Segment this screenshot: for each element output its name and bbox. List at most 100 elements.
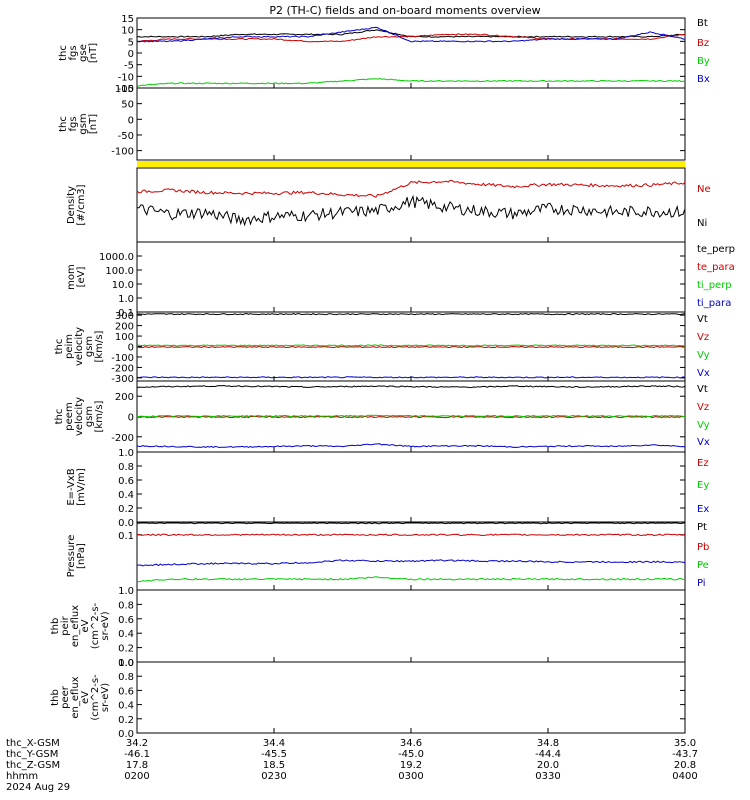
y-tick-label: 100 — [115, 84, 134, 95]
legend-ex: Ex — [697, 504, 709, 515]
x-tick-label: 34.8 — [537, 738, 559, 749]
y-axis-label: thb — [50, 618, 61, 635]
panel-frame — [136, 17, 686, 89]
y-axis-label: Density — [66, 186, 77, 224]
panel-peer-eflux: 1.0 0.8 0.6 0.4 0.2 0.0 thb peer en_eflux eV (cm^2… — [50, 658, 686, 740]
status-bar-yellow — [137, 161, 685, 167]
legend-vt: Vt — [697, 314, 708, 325]
y-tick-label: 0.0 — [118, 658, 134, 669]
legend-by: By — [697, 56, 710, 67]
x-tick-label: 20.0 — [537, 760, 559, 771]
y-axis-label: thc — [58, 116, 69, 132]
y-axis-label: mom — [66, 264, 77, 290]
y-axis-label: gsm — [78, 113, 89, 134]
legend-bt: Bt — [697, 18, 708, 29]
y-tick-label: -200 — [111, 433, 134, 444]
x-tick-label: 17.8 — [126, 760, 148, 771]
y-tick-label: 100 — [115, 332, 134, 343]
y-axis-label: fgs — [68, 45, 79, 60]
y-axis-label: [#/cm3] — [76, 184, 87, 225]
legend-ti_para: ti_para — [697, 298, 731, 309]
series-line-ne — [136, 179, 686, 198]
y-axis-label: [km/s] — [94, 400, 105, 432]
x-tick-label: -45.5 — [261, 749, 287, 760]
legend-ni: Ni — [697, 218, 707, 229]
series-line-vt — [136, 384, 686, 389]
y-tick-label: 15 — [121, 14, 134, 25]
x-tick-label: 34.2 — [126, 738, 148, 749]
y-axis-label: velocity — [74, 327, 85, 366]
series-line-vy — [136, 344, 686, 347]
panel-frame — [136, 241, 686, 313]
x-row-label-zgsm: thc_Z-GSM — [6, 760, 60, 771]
x-tick-label: 20.8 — [674, 760, 696, 771]
y-tick-label: 1000.0 — [99, 252, 134, 263]
legend-ez: Ez — [697, 458, 709, 469]
panel-efield: 1.0 0.8 0.6 0.4 0.2 0.0 E=-VxB [mV/m] Ez Ey Ex — [66, 448, 709, 529]
x-row-label-ygsm: thc_Y-GSM — [6, 749, 58, 760]
y-tick-label: 100.0 — [105, 266, 134, 277]
y-axis-label: [nT] — [88, 43, 99, 63]
y-tick-label: -100 — [111, 353, 134, 364]
x-tick-label: 0230 — [261, 771, 286, 782]
legend-vx: Vx — [697, 368, 710, 379]
legend-pe: Pe — [697, 560, 709, 571]
y-tick-label: 0.6 — [118, 476, 134, 487]
y-tick-label: 0 — [128, 343, 134, 354]
panel-mom-temp: 1000.0 100.0 10.0 1.0 0.1 mom [eV] te_perp te_pa… — [66, 241, 735, 319]
y-tick-label: 200 — [115, 392, 134, 403]
panel-frame — [136, 661, 686, 734]
legend-vy: Vy — [697, 350, 710, 361]
y-tick-label: 0.8 — [118, 462, 134, 473]
legend-te_perp: te_perp — [697, 244, 735, 255]
panel-peir-eflux: 1.0 0.8 0.6 0.4 0.2 0.0 thb peir en_eflux eV (cm^2… — [50, 586, 686, 669]
series-line-pt — [136, 522, 685, 525]
y-tick-label: 0.1 — [118, 308, 134, 319]
panel-pressure: 0.1 Pressure [nPa] Pt Pb Pe Pi — [66, 521, 709, 591]
plot-title: P2 (TH-C) fields and on-board moments ov… — [269, 4, 540, 17]
x-tick-label: 0200 — [124, 771, 149, 782]
panel-frame — [136, 167, 686, 243]
panel-frame — [136, 311, 686, 382]
y-tick-label: 1.0 — [118, 658, 134, 669]
y-tick-label: 0.4 — [118, 629, 134, 640]
legend-vy: Vy — [697, 420, 710, 431]
series-line-pb — [136, 533, 686, 537]
y-tick-label: 10.0 — [112, 280, 134, 291]
y-axis-label: peim — [64, 334, 75, 359]
series-line-ni — [137, 194, 686, 227]
x-tick-label: 0330 — [535, 771, 560, 782]
y-tick-label: 0.4 — [118, 490, 134, 501]
panel-frame — [136, 451, 686, 523]
y-axis-label: sr-eV) — [100, 611, 111, 640]
y-tick-label: -200 — [111, 363, 134, 374]
y-tick-label: -5 — [124, 61, 134, 72]
y-tick-label: 0.0 — [118, 518, 134, 529]
y-axis-label: thc — [54, 339, 65, 355]
y-axis-label: fgs — [68, 116, 79, 131]
legend-pb: Pb — [697, 542, 709, 553]
x-tick-label: 0400 — [672, 771, 697, 782]
y-axis-label: en_eflux — [70, 676, 81, 718]
y-tick-label: 0.8 — [118, 672, 134, 683]
y-axis-label: peer — [60, 685, 71, 709]
y-axis-label: E=-VxB — [66, 468, 77, 505]
y-axis-label: peem — [64, 402, 75, 430]
series-line-vz — [136, 345, 686, 349]
date-label: 2024 Aug 29 — [6, 782, 70, 793]
y-axis-label: velocity — [74, 397, 85, 436]
y-axis-label: thc — [58, 45, 69, 61]
series-line-vx — [136, 376, 686, 379]
y-axis-label: Pressure — [66, 535, 77, 578]
y-axis-label: [eV] — [76, 267, 87, 288]
legend-te_para: te_para — [697, 262, 735, 273]
series-line-pi — [137, 559, 686, 567]
legend-vx: Vx — [697, 437, 710, 448]
series-line-vy — [136, 414, 686, 418]
y-tick-label: -50 — [118, 131, 134, 142]
x-axis-annotation: thc_X-GSM thc_Y-GSM thc_Z-GSM hhmm 2024 … — [6, 738, 698, 793]
legend-pi: Pi — [697, 578, 706, 589]
y-axis-label: thc — [54, 409, 65, 425]
